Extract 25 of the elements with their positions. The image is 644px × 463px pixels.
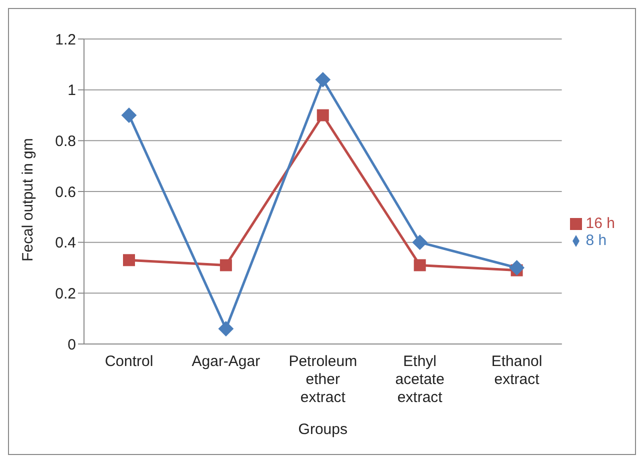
point bbox=[220, 259, 232, 272]
point bbox=[123, 254, 135, 266]
legend-label: 8 h bbox=[586, 232, 607, 248]
y-tick-label: 0.2 bbox=[55, 285, 76, 302]
point bbox=[316, 109, 329, 122]
point bbox=[414, 259, 426, 272]
x-tick-label: Ethanol extract bbox=[491, 353, 542, 388]
y-tick-label: 0 bbox=[68, 336, 76, 354]
x-tick-label: Ethyl acetate extract bbox=[395, 353, 444, 406]
legend-label: 16 h bbox=[586, 214, 615, 232]
x-axis-title: Groups bbox=[298, 421, 348, 438]
point bbox=[509, 260, 524, 276]
y-tick-label: 0.6 bbox=[55, 184, 76, 201]
point bbox=[218, 321, 234, 336]
point bbox=[412, 234, 428, 250]
x-tick-label: Petroleum ether extract bbox=[288, 353, 358, 406]
y-tick-label: 0.4 bbox=[55, 234, 76, 252]
y-tick-label: 1.2 bbox=[55, 31, 76, 48]
y-tick-label: 0.8 bbox=[55, 132, 76, 150]
point bbox=[122, 108, 136, 123]
y-tick-label: 1 bbox=[68, 82, 76, 100]
y-axis-title: Fecal output in gm bbox=[19, 138, 36, 262]
point bbox=[315, 72, 330, 88]
x-tick-label: Control bbox=[104, 353, 154, 370]
x-tick-label: Agar-Agar bbox=[192, 353, 260, 370]
